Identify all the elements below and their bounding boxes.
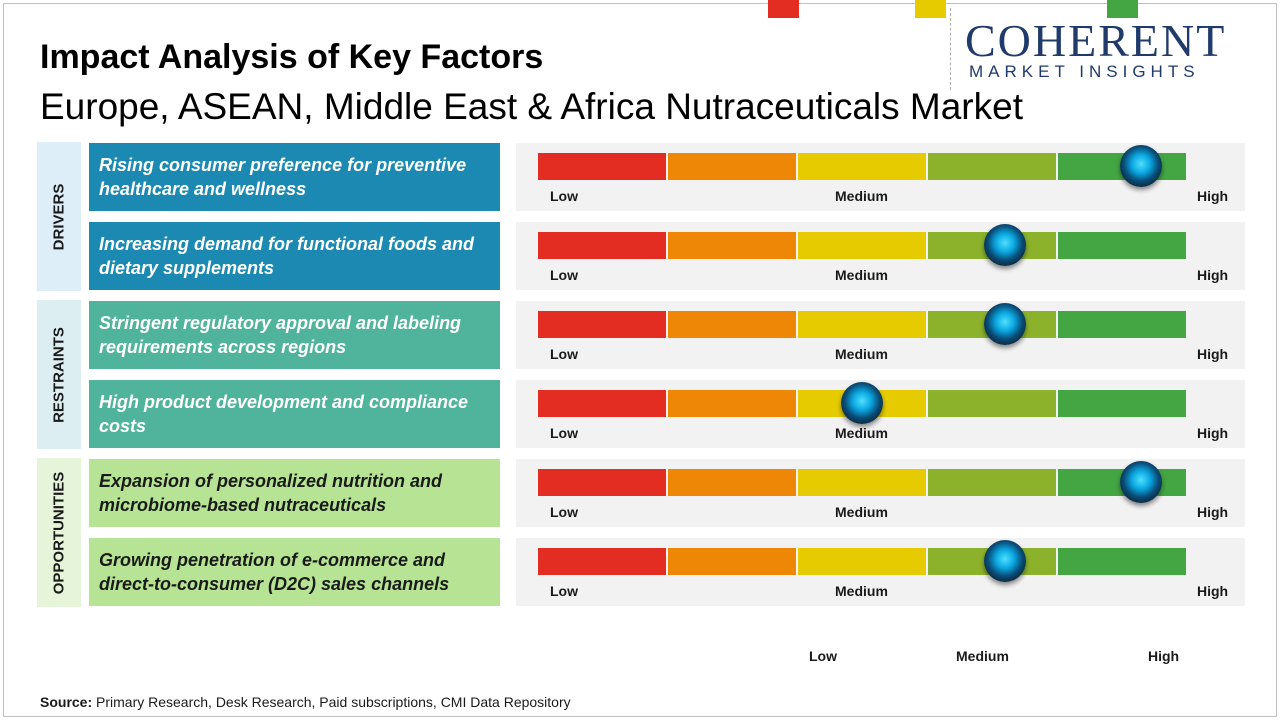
gauge-segment [668, 469, 798, 496]
gauge-segment [928, 153, 1058, 180]
chart-frame [3, 3, 1277, 717]
legend-swatch [1107, 0, 1138, 18]
gauge-segment [668, 390, 798, 417]
scale-label-high: High [1197, 346, 1229, 362]
impact-marker [983, 224, 1026, 266]
impact-marker [983, 540, 1026, 582]
gauge-segment [1058, 311, 1186, 338]
impact-marker [983, 303, 1026, 345]
factor-label: Growing penetration of e-commerce and di… [89, 538, 500, 606]
legend-label: Low [809, 648, 837, 664]
scale-label-low: Low [550, 267, 578, 283]
section-opportunities: OPPORTUNITIES [37, 458, 81, 607]
factor-label: High product development and compliance … [89, 380, 500, 448]
logo-wordmark: COHERENT [965, 15, 1227, 66]
section-drivers: DRIVERS [37, 142, 81, 291]
gauge-segment [798, 232, 928, 259]
gauge-bar [538, 232, 1186, 259]
impact-gauge: Low Medium High [516, 538, 1245, 606]
gauge-bar [538, 548, 1186, 575]
impact-gauge: Low Medium High [516, 301, 1245, 369]
source-label: Source: [40, 694, 93, 710]
factor-label: Rising consumer preference for preventiv… [89, 143, 500, 211]
gauge-segment [538, 311, 668, 338]
section-label: DRIVERS [50, 183, 68, 250]
scale-label-high: High [1197, 425, 1229, 441]
logo-tagline: MARKET INSIGHTS [969, 62, 1200, 81]
factor-label: Increasing demand for functional foods a… [89, 222, 500, 290]
impact-gauge: Low Medium High [516, 380, 1245, 448]
scale-label-low: Low [550, 188, 578, 204]
scale-label-low: Low [550, 425, 578, 441]
scale-label-high: High [1197, 504, 1229, 520]
gauge-bar [538, 153, 1186, 180]
scale-label-low: Low [550, 504, 578, 520]
chart-subtitle: Europe, ASEAN, Middle East & Africa Nutr… [40, 86, 1023, 127]
scale-label-high: High [1197, 267, 1229, 283]
scale-label-high: High [1197, 188, 1229, 204]
gauge-bar [538, 469, 1186, 496]
source-text: Primary Research, Desk Research, Paid su… [92, 694, 571, 710]
gauge-segment [1058, 390, 1186, 417]
gauge-segment [798, 311, 928, 338]
scale-label-high: High [1197, 583, 1229, 599]
section-restraints: RESTRAINTS [37, 300, 81, 449]
gauge-segment [1058, 232, 1186, 259]
gauge-segment [798, 469, 928, 496]
impact-marker [1119, 461, 1162, 503]
legend-swatch [915, 0, 946, 18]
factor-label: Expansion of personalized nutrition and … [89, 459, 500, 527]
gauge-segment [538, 153, 668, 180]
gauge-segment [668, 153, 798, 180]
scale-label-medium: Medium [835, 267, 888, 283]
chart-title: Impact Analysis of Key Factors [40, 38, 544, 76]
legend-label: High [1148, 648, 1180, 664]
gauge-segment [538, 232, 668, 259]
scale-label-medium: Medium [835, 583, 888, 599]
gauge-segment [538, 469, 668, 496]
legend-label: Medium [956, 648, 1009, 664]
gauge-segment [1058, 548, 1186, 575]
scale-label-medium: Medium [835, 188, 888, 204]
scale-label-medium: Medium [835, 504, 888, 520]
gauge-segment [538, 548, 668, 575]
gauge-segment [798, 548, 928, 575]
impact-gauge: Low Medium High [516, 143, 1245, 211]
company-logo: COHERENT MARKET INSIGHTS [965, 14, 1265, 84]
gauge-segment [798, 153, 928, 180]
gauge-segment [928, 469, 1058, 496]
scale-label-medium: Medium [835, 425, 888, 441]
source-note: Source: Primary Research, Desk Research,… [40, 694, 571, 710]
impact-gauge: Low Medium High [516, 222, 1245, 290]
gauge-segment [668, 311, 798, 338]
gauge-segment [668, 548, 798, 575]
gauge-segment [538, 390, 668, 417]
scale-label-medium: Medium [835, 346, 888, 362]
impact-gauge: Low Medium High [516, 459, 1245, 527]
impact-marker [841, 382, 883, 424]
gauge-bar [538, 311, 1186, 338]
impact-marker [1119, 145, 1162, 187]
scale-label-low: Low [550, 583, 578, 599]
section-label: OPPORTUNITIES [50, 471, 68, 594]
logo-divider [950, 8, 951, 90]
legend-swatch [768, 0, 799, 18]
gauge-segment [928, 390, 1058, 417]
gauge-segment [668, 232, 798, 259]
factor-label: Stringent regulatory approval and labeli… [89, 301, 500, 369]
scale-label-low: Low [550, 346, 578, 362]
section-label: RESTRAINTS [50, 326, 68, 423]
